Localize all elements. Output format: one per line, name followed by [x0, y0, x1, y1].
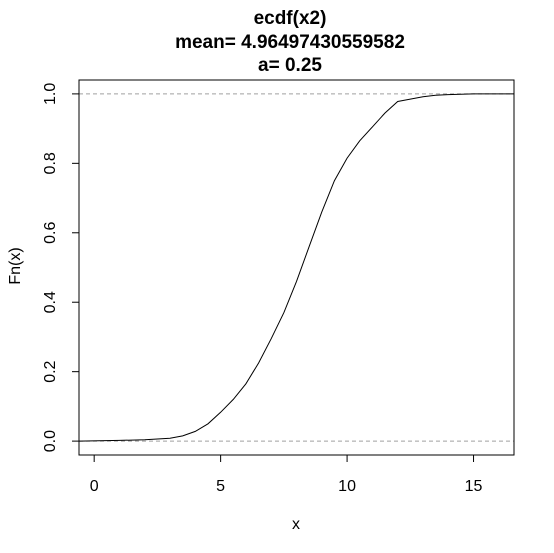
x-tick-label: 15 [465, 478, 483, 495]
y-tick-label: 0.0 [42, 430, 59, 452]
y-axis: 0.0 0.2 0.4 0.6 0.8 1.0 [42, 83, 80, 452]
ecdf-line [78, 93, 514, 442]
x-tick-label: 5 [216, 478, 225, 495]
chart-subtitle-mean: mean= 4.96497430559582 [175, 32, 405, 53]
x-tick-label: 10 [338, 478, 356, 495]
y-tick-label: 0.2 [42, 360, 59, 382]
chart-title: ecdf(x2) [254, 8, 327, 29]
y-axis-label: Fn(x) [7, 247, 24, 284]
series-layer [78, 93, 514, 442]
y-tick-label: 0.4 [42, 291, 59, 313]
chart-subtitle-a: a= 0.25 [258, 55, 322, 76]
y-tick-label: 1.0 [42, 83, 59, 105]
reference-lines [79, 93, 514, 442]
y-tick-label: 0.6 [42, 222, 59, 244]
x-tick-label: 0 [90, 478, 99, 495]
y-tick-label: 0.8 [42, 152, 59, 174]
x-axis-label: x [292, 516, 300, 533]
x-axis: 0 5 10 15 [90, 454, 483, 495]
plot-frame [78, 79, 515, 456]
